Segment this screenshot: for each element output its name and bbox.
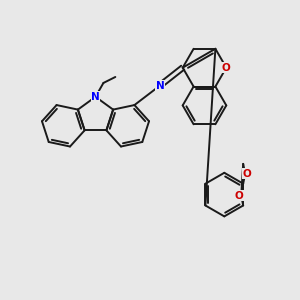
Text: O: O	[243, 169, 251, 179]
Text: N: N	[155, 81, 164, 91]
Text: O: O	[222, 63, 231, 73]
Text: N: N	[91, 92, 100, 102]
Text: O: O	[235, 190, 244, 201]
